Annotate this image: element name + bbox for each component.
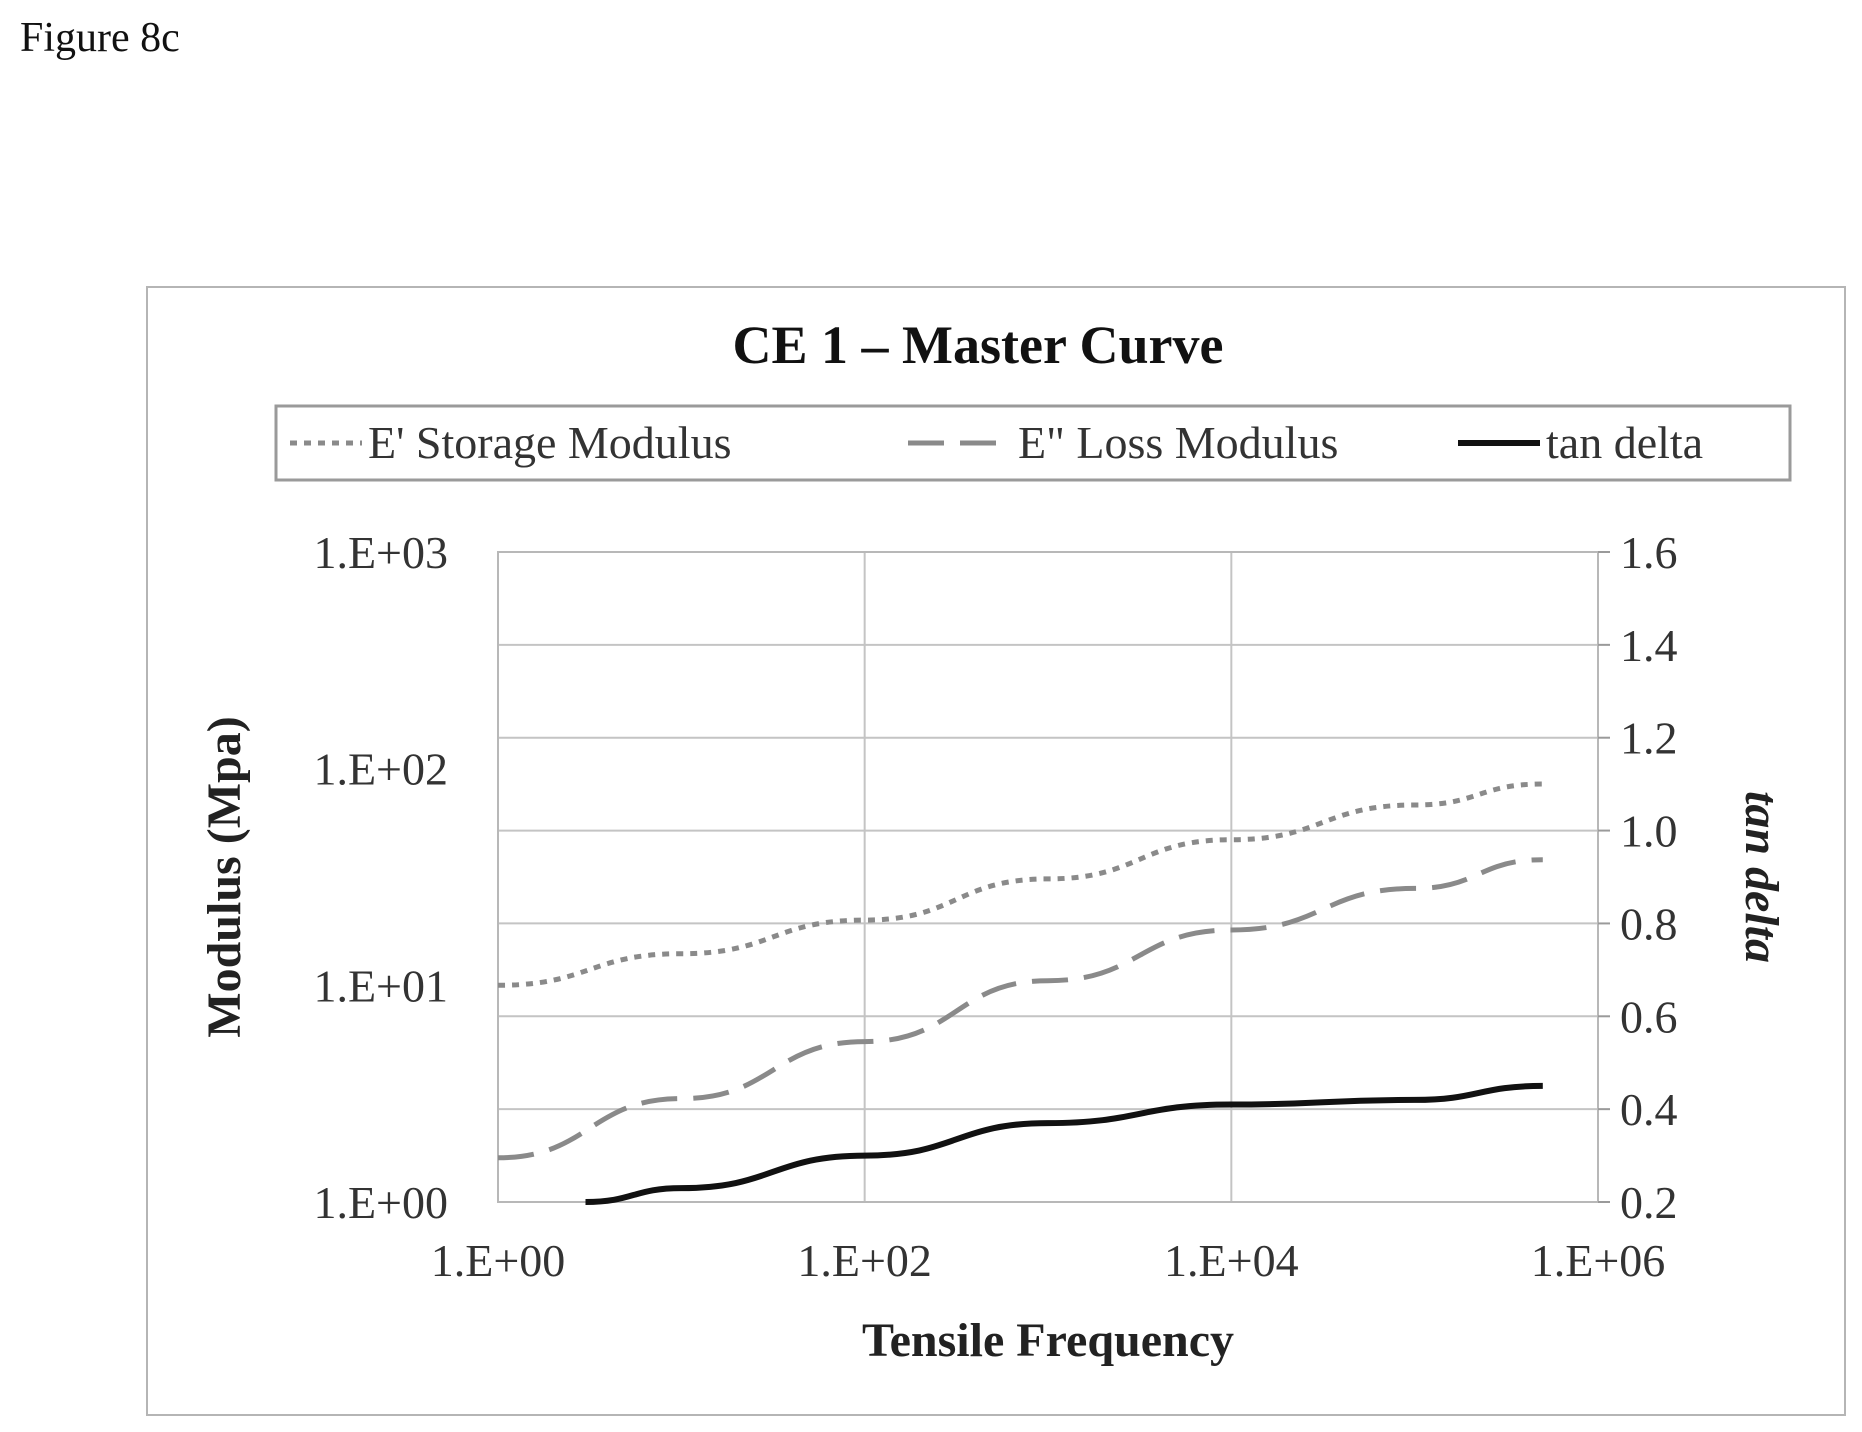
- y-tick-label: 1.E+02: [313, 744, 448, 795]
- chart-title: CE 1 – Master Curve: [733, 315, 1224, 375]
- y2-tick-label: 0.6: [1620, 991, 1678, 1042]
- y-tick-label: 1.E+01: [313, 960, 448, 1011]
- legend-label-tan: tan delta: [1546, 417, 1703, 468]
- x-tick-label: 1.E+00: [431, 1235, 566, 1286]
- plot-area-border: [497, 551, 1599, 1203]
- x-tick-label: 1.E+04: [1164, 1235, 1299, 1286]
- chart-frame: CE 1 – Master Curve E' Storage Modulus E…: [146, 286, 1846, 1416]
- y2-axis-title: tan delta: [1735, 791, 1788, 963]
- y-axis-ticks: 1.E+00 1.E+01 1.E+02 1.E+03: [313, 527, 448, 1228]
- series-line-tan-delta: [585, 1082, 1543, 1205]
- y2-axis-ticks: 0.2 0.4 0.6 0.8 1.0 1.2 1.4 1.6: [1598, 527, 1678, 1228]
- y-axis-title: Modulus (Mpa): [198, 716, 251, 1037]
- y2-tick-label: 0.2: [1620, 1177, 1678, 1228]
- y2-tick-label: 0.8: [1620, 898, 1678, 949]
- legend-label-storage: E' Storage Modulus: [368, 417, 732, 468]
- x-axis-ticks: 1.E+00 1.E+02 1.E+04 1.E+06: [431, 1235, 1666, 1286]
- y2-tick-label: 1.4: [1620, 620, 1678, 671]
- x-axis-title: Tensile Frequency: [862, 1314, 1234, 1367]
- y2-tick-label: 1.6: [1620, 527, 1678, 578]
- chart: CE 1 – Master Curve E' Storage Modulus E…: [198, 315, 1792, 1367]
- y2-tick-label: 0.4: [1620, 1084, 1678, 1135]
- series: [497, 781, 1543, 1205]
- figure-label: Figure 8c: [20, 15, 180, 61]
- series-line-storage-modulus: [497, 781, 1543, 988]
- legend: E' Storage Modulus E" Loss Modulus tan d…: [274, 404, 1792, 482]
- y-tick-label: 1.E+03: [313, 527, 448, 578]
- y2-tick-label: 1.2: [1620, 713, 1678, 764]
- y2-tick-label: 1.0: [1620, 806, 1678, 857]
- legend-label-loss: E" Loss Modulus: [1018, 417, 1338, 468]
- x-tick-label: 1.E+06: [1531, 1235, 1666, 1286]
- series-line-loss-modulus: [497, 857, 1543, 1161]
- x-tick-label: 1.E+02: [797, 1235, 932, 1286]
- y-tick-label: 1.E+00: [313, 1177, 448, 1228]
